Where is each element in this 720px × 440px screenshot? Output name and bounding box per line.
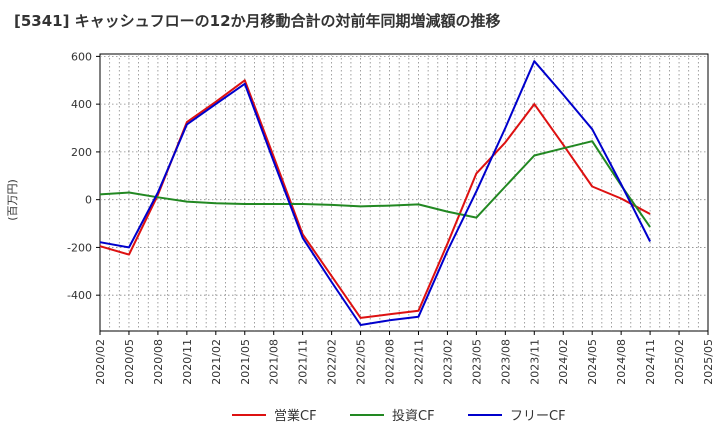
x-tick-label: 2023/05: [470, 339, 483, 385]
legend-label: 投資CF: [392, 408, 435, 424]
x-tick-label: 2021/02: [210, 339, 223, 385]
y-tick-label: 200: [71, 146, 92, 159]
x-tick-label: 2021/11: [297, 339, 310, 385]
x-tick-label: 2022/05: [355, 339, 368, 385]
x-tick-label: 2024/08: [615, 339, 628, 385]
y-tick-label: -400: [67, 289, 92, 302]
y-tick-label: 600: [71, 50, 92, 63]
y-axis: 600 400 200 0 -200 -400: [67, 50, 100, 302]
x-tick-label: 2023/11: [528, 339, 541, 385]
plot-area: [99, 53, 709, 332]
y-tick-label: -200: [67, 241, 92, 254]
x-axis: 2020/02 2020/05 2020/08 2020/11 2021/02 2021/…: [94, 331, 715, 385]
x-tick-label: 2023/08: [499, 339, 512, 385]
grid: [100, 54, 708, 331]
y-tick-label: 0: [85, 194, 92, 207]
y-tick-label: 400: [71, 98, 92, 111]
legend: 営業CF 投資CF フリーCF: [232, 408, 566, 424]
legend-label: フリーCF: [510, 409, 566, 424]
x-tick-label: 2020/11: [181, 339, 194, 385]
series-line: [99, 140, 651, 228]
x-tick-label: 2024/02: [557, 339, 570, 385]
x-tick-label: 2025/02: [673, 339, 686, 385]
series-line: [99, 60, 651, 326]
x-tick-label: 2021/05: [239, 339, 252, 385]
series-lines: [99, 60, 651, 326]
x-tick-label: 2023/02: [441, 339, 454, 385]
x-tick-label: 2024/05: [586, 339, 599, 385]
x-tick-label: 2025/05: [702, 339, 715, 385]
x-tick-label: 2024/11: [644, 339, 657, 385]
x-tick-label: 2020/08: [152, 339, 165, 385]
x-tick-label: 2020/02: [94, 339, 107, 385]
x-tick-label: 2022/11: [412, 339, 425, 385]
x-tick-label: 2020/05: [123, 339, 136, 385]
x-tick-label: 2022/02: [326, 339, 339, 385]
series-line: [99, 79, 651, 319]
chart-title: [5341] キャッシュフローの12か月移動合計の対前年同期増減額の推移: [14, 12, 501, 30]
x-tick-label: 2022/08: [384, 339, 397, 385]
y-axis-label: (百万円): [6, 179, 19, 221]
legend-label: 営業CF: [274, 408, 317, 424]
x-tick-label: 2021/08: [268, 339, 281, 385]
